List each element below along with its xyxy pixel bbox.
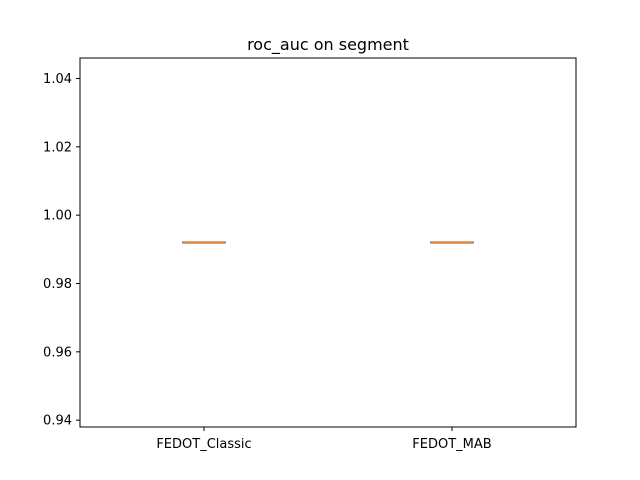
y-tick-label: 0.98 [43,277,72,292]
x-tick-label: FEDOT_Classic [156,437,251,452]
y-tick-label: 1.00 [43,209,72,224]
y-tick-label: 1.04 [43,72,72,87]
y-tick-label: 0.94 [43,414,72,429]
plot-frame [79,57,577,428]
y-tick-label: 0.96 [43,345,72,360]
chart-title: roc_auc on segment [247,35,409,55]
y-tick-label: 1.02 [43,140,72,155]
x-tick-label: FEDOT_MAB [412,437,491,452]
